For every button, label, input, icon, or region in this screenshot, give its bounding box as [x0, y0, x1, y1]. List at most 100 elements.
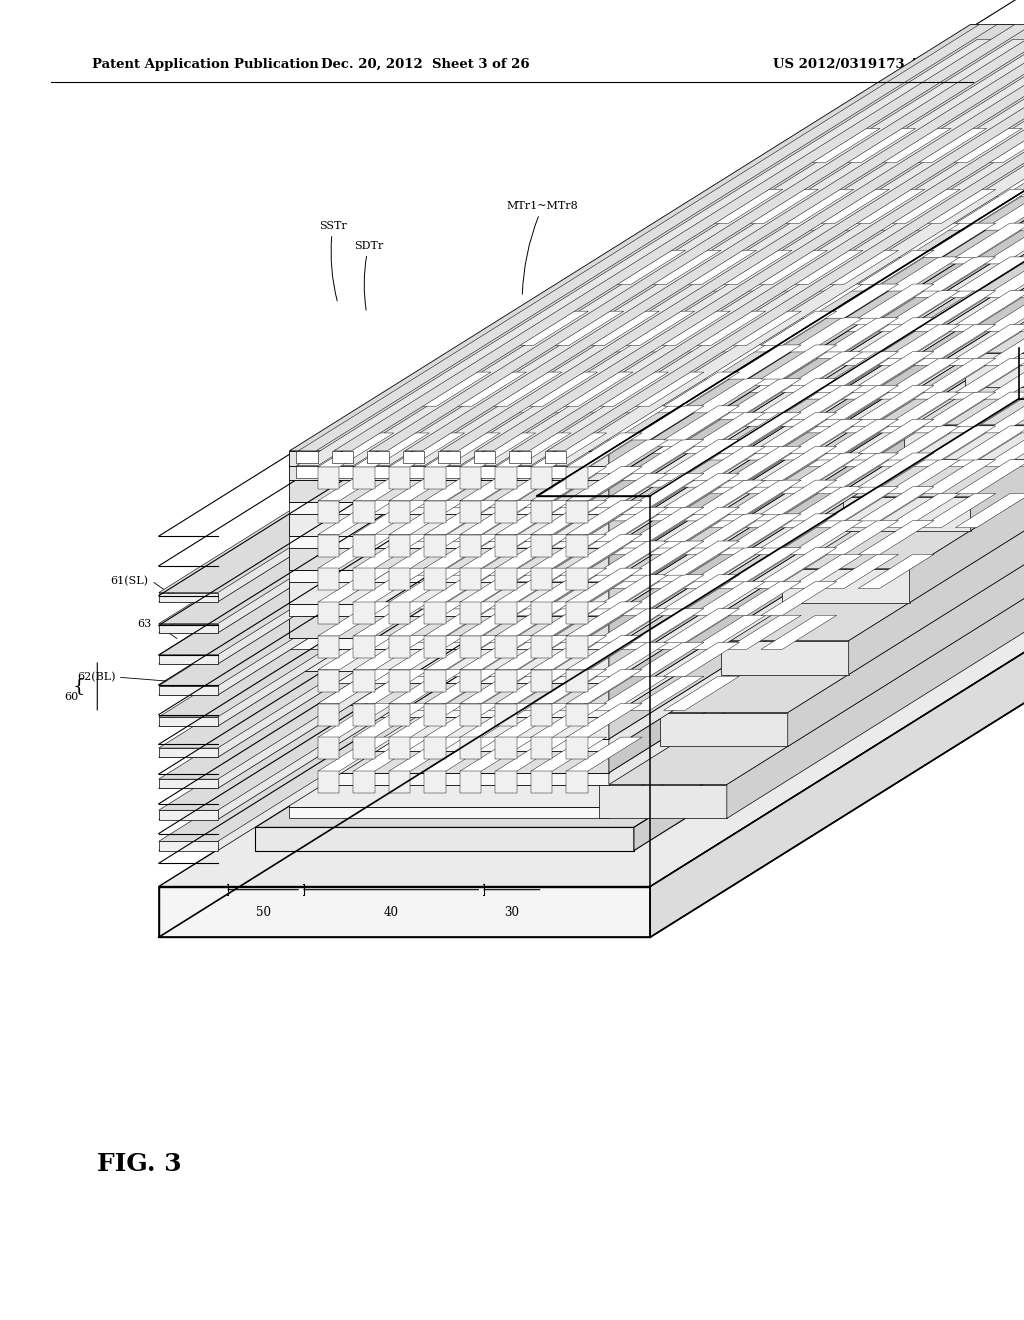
Polygon shape	[353, 669, 429, 704]
Polygon shape	[840, 399, 915, 433]
Text: 61(SL): 61(SL)	[111, 576, 148, 586]
Polygon shape	[681, 453, 757, 487]
Text: Dec. 20, 2012  Sheet 3 of 26: Dec. 20, 2012 Sheet 3 of 26	[321, 58, 529, 70]
Polygon shape	[681, 520, 757, 554]
Polygon shape	[317, 500, 393, 535]
Polygon shape	[317, 704, 339, 726]
Polygon shape	[368, 40, 1024, 466]
Polygon shape	[159, 240, 1024, 779]
Polygon shape	[438, 451, 460, 463]
Polygon shape	[317, 738, 339, 759]
Polygon shape	[690, 480, 766, 515]
Polygon shape	[885, 257, 961, 290]
Text: {: {	[73, 677, 85, 696]
Polygon shape	[521, 541, 597, 576]
Polygon shape	[298, 25, 997, 451]
Polygon shape	[965, 88, 1024, 352]
Polygon shape	[545, 451, 566, 463]
Polygon shape	[424, 636, 500, 669]
Polygon shape	[628, 609, 703, 643]
Polygon shape	[778, 290, 854, 325]
Text: 41d(WL8): 41d(WL8)	[328, 772, 360, 822]
Polygon shape	[822, 284, 898, 318]
Polygon shape	[566, 737, 642, 771]
Polygon shape	[317, 467, 393, 500]
Polygon shape	[530, 467, 606, 500]
Polygon shape	[290, 121, 1024, 548]
Polygon shape	[822, 420, 898, 453]
Polygon shape	[593, 676, 669, 710]
Polygon shape	[566, 636, 588, 657]
Polygon shape	[778, 189, 854, 223]
Polygon shape	[530, 704, 552, 726]
Polygon shape	[496, 771, 517, 793]
Polygon shape	[460, 737, 536, 771]
Polygon shape	[885, 358, 961, 392]
Text: US 2012/0319173 A1: US 2012/0319173 A1	[773, 58, 929, 70]
Polygon shape	[725, 615, 801, 649]
Polygon shape	[752, 520, 827, 554]
Polygon shape	[725, 513, 801, 548]
Polygon shape	[159, 748, 218, 758]
Polygon shape	[787, 453, 863, 487]
Polygon shape	[290, 156, 1024, 582]
Polygon shape	[787, 257, 1024, 747]
Polygon shape	[920, 494, 995, 528]
Text: 50: 50	[256, 906, 270, 919]
Polygon shape	[424, 704, 500, 738]
Polygon shape	[460, 602, 481, 624]
Polygon shape	[885, 494, 961, 528]
Polygon shape	[424, 500, 445, 523]
Polygon shape	[813, 494, 889, 528]
Polygon shape	[584, 615, 659, 649]
Polygon shape	[707, 358, 782, 392]
Polygon shape	[512, 379, 588, 413]
Polygon shape	[804, 433, 880, 467]
Polygon shape	[752, 487, 827, 521]
Polygon shape	[840, 264, 915, 298]
Polygon shape	[530, 569, 552, 590]
Polygon shape	[920, 426, 995, 459]
Polygon shape	[752, 453, 827, 487]
Polygon shape	[566, 535, 588, 557]
Polygon shape	[317, 569, 339, 590]
Polygon shape	[761, 548, 837, 582]
Polygon shape	[496, 500, 571, 535]
Polygon shape	[424, 433, 500, 467]
Polygon shape	[955, 494, 1024, 528]
Polygon shape	[813, 290, 889, 325]
Polygon shape	[885, 426, 961, 459]
Polygon shape	[389, 569, 411, 590]
Polygon shape	[609, 420, 685, 453]
Polygon shape	[628, 372, 703, 407]
Polygon shape	[510, 451, 530, 463]
Polygon shape	[290, 784, 609, 807]
Polygon shape	[317, 500, 339, 523]
Polygon shape	[654, 548, 730, 582]
Polygon shape	[858, 318, 934, 352]
Polygon shape	[353, 500, 375, 523]
Polygon shape	[1017, 399, 1024, 433]
Polygon shape	[566, 467, 588, 488]
Polygon shape	[804, 331, 880, 366]
Polygon shape	[804, 297, 880, 331]
Polygon shape	[849, 459, 925, 494]
Polygon shape	[451, 541, 526, 576]
Polygon shape	[654, 582, 730, 615]
Polygon shape	[530, 602, 552, 624]
Polygon shape	[584, 312, 659, 346]
Polygon shape	[290, 290, 1024, 717]
Polygon shape	[885, 459, 961, 494]
Polygon shape	[460, 500, 481, 523]
Polygon shape	[460, 636, 481, 657]
Polygon shape	[910, 433, 986, 467]
Polygon shape	[690, 513, 766, 548]
Polygon shape	[512, 446, 588, 480]
Polygon shape	[787, 318, 863, 352]
Polygon shape	[389, 535, 411, 557]
Polygon shape	[353, 433, 429, 467]
Text: 31(BG): 31(BG)	[514, 772, 540, 809]
Polygon shape	[690, 312, 766, 346]
Polygon shape	[566, 669, 642, 704]
Polygon shape	[290, 358, 1024, 784]
